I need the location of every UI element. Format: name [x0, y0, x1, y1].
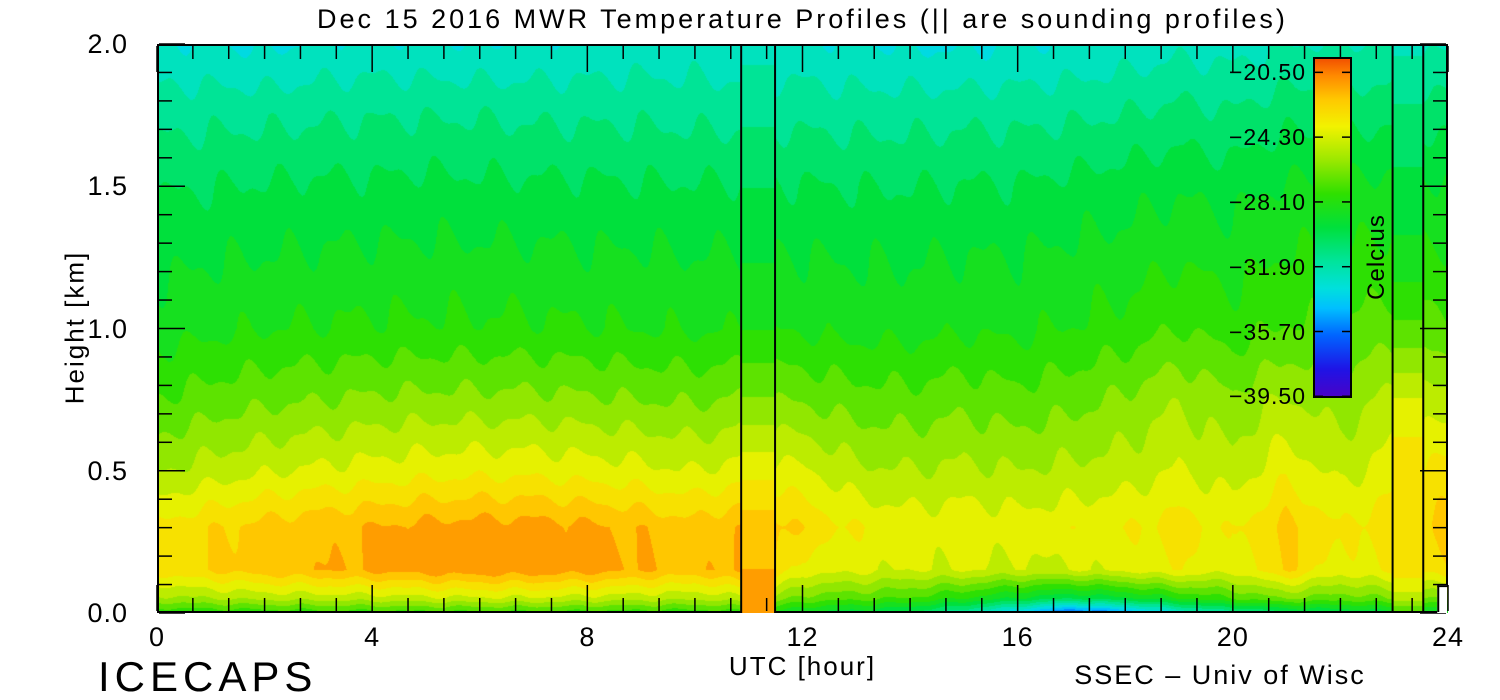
y-tick-label: 0.5 [87, 455, 128, 486]
x-tick-label: 8 [579, 622, 596, 652]
colorbar-tick-label: −39.50 [1229, 383, 1306, 410]
y-tick-label: 2.0 [87, 29, 128, 59]
colorbar-tick-label: −24.30 [1229, 124, 1306, 151]
x-axis-label: UTC [hour] [728, 651, 877, 681]
colorbar [1313, 57, 1352, 398]
colorbar-tick-label: −28.10 [1229, 188, 1306, 215]
y-tick-label: 1.5 [87, 171, 128, 202]
x-tick-label: 16 [1001, 622, 1034, 652]
chart-title: Dec 15 2016 MWR Temperature Profiles (||… [317, 4, 1288, 34]
colorbar-tick-label: −20.50 [1229, 59, 1306, 86]
x-tick-label: 20 [1216, 622, 1249, 652]
y-tick-label: 1.0 [87, 313, 128, 344]
x-tick-label: 24 [1431, 622, 1465, 652]
x-tick-label: 4 [364, 622, 381, 652]
x-tick-label: 12 [786, 622, 819, 652]
x-tick-label: 0 [148, 622, 166, 652]
colorbar-label: Celcius [1363, 214, 1390, 300]
colorbar-tick-label: −35.70 [1229, 318, 1306, 345]
colorbar-tick-label: −31.90 [1229, 253, 1306, 280]
footer-ssec: SSEC – Univ of Wisc [1074, 660, 1366, 690]
temperature-heatmap [157, 44, 1448, 613]
y-tick-label: 0.0 [87, 598, 128, 628]
footer-icecaps: ICECAPS [98, 653, 318, 700]
